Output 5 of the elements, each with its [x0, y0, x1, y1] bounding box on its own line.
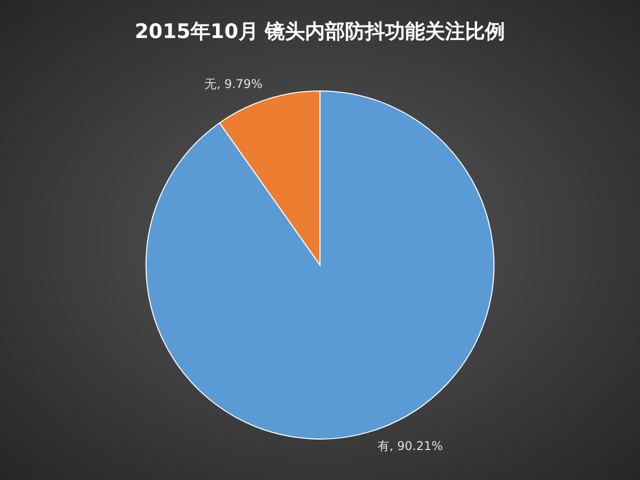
data-label: , 9.79%: [216, 76, 262, 91]
slice-label: 无: [204, 76, 217, 91]
chart-title: 2015年10月 镜头内部防抖功能关注比例: [134, 19, 506, 43]
data-label: , 90.21%: [390, 439, 443, 454]
slice-label: 有: [378, 439, 390, 454]
